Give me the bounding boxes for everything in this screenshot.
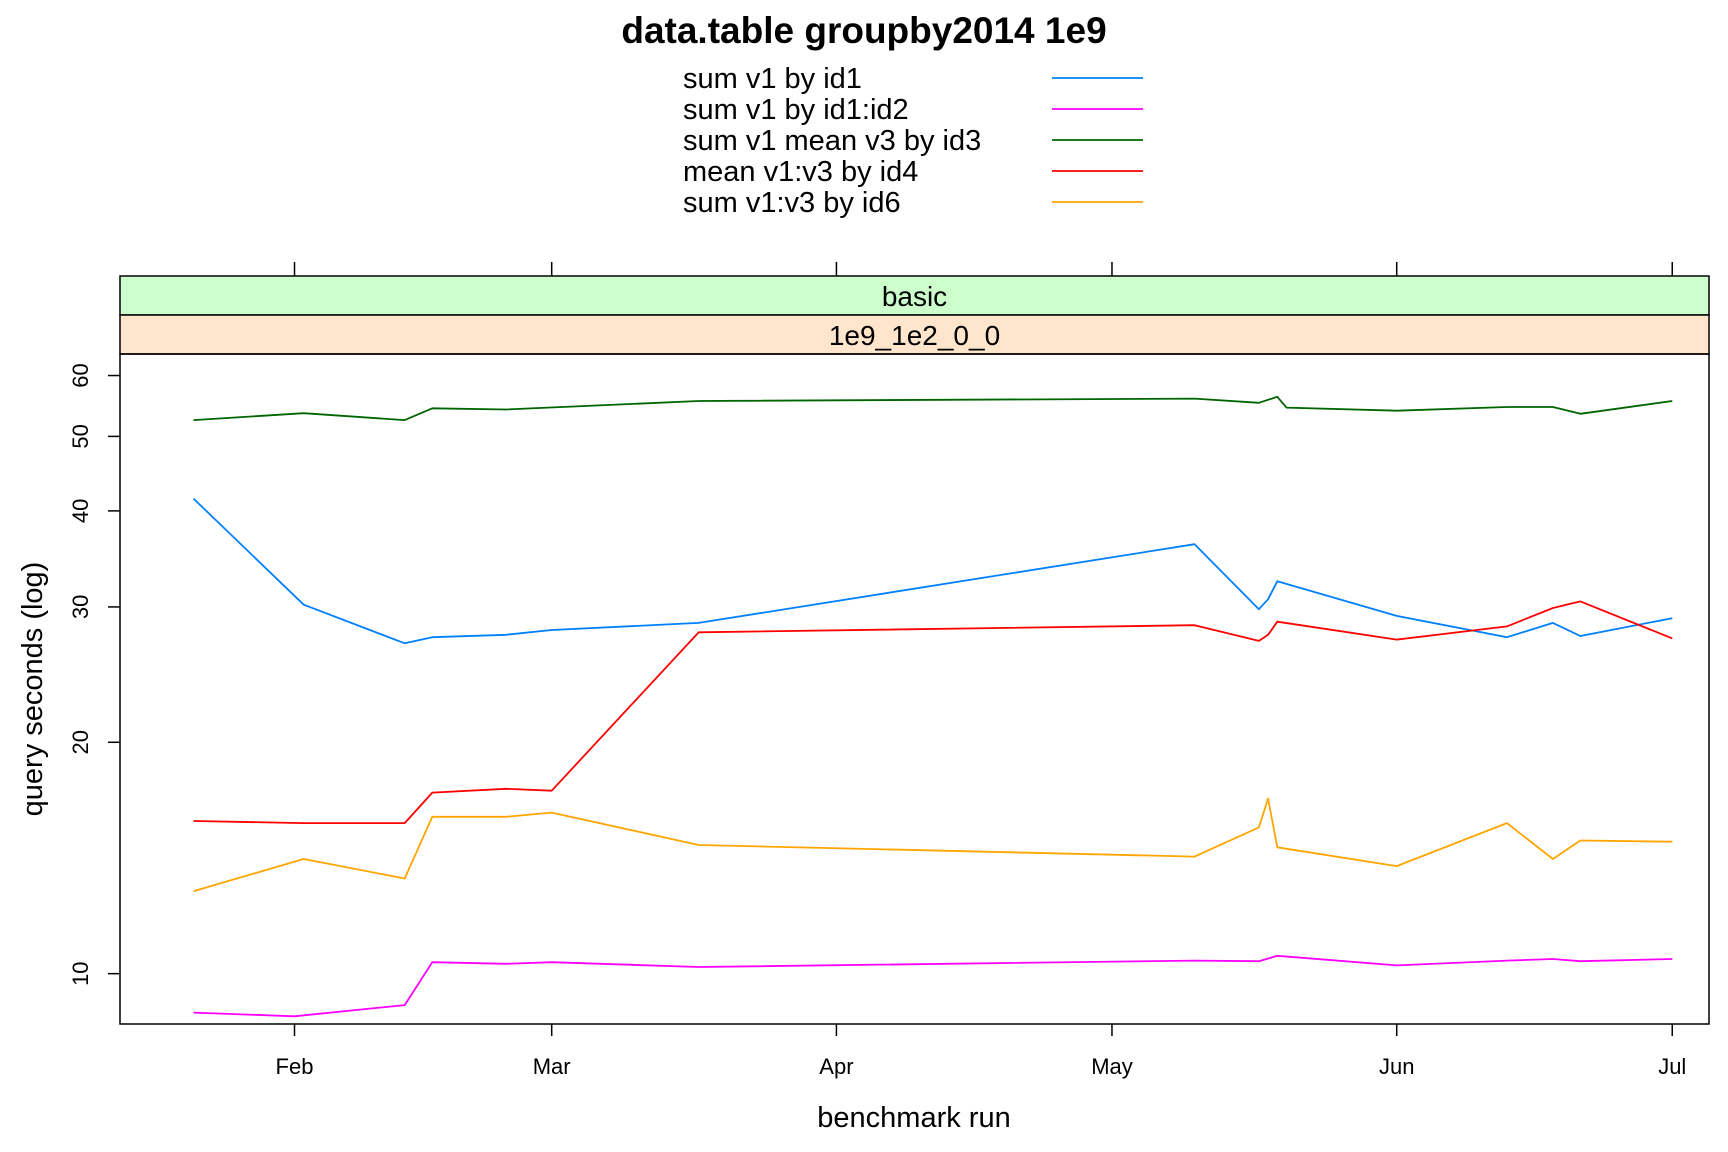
strip-basic-label: basic	[882, 281, 947, 312]
chart-title: data.table groupby2014 1e9	[621, 10, 1106, 51]
x-tick-label-5: Jun	[1379, 1054, 1414, 1079]
series-line-4	[193, 600, 1673, 824]
strip-condition: 1e9_1e2_0_0	[119, 314, 1710, 355]
legend-label-3: sum v1 mean v3 by id3	[683, 125, 981, 157]
x-axis: Feb Mar Apr May Jun Jul	[276, 1024, 1686, 1079]
y-axis: 10 20 30 40 50 60	[68, 363, 120, 986]
series-line-5	[193, 797, 1673, 893]
series-line-2	[193, 954, 1673, 1018]
y-tick-label-2: 20	[68, 730, 93, 754]
x-tick-label-6: Jul	[1658, 1054, 1686, 1079]
x-tick-label-3: Apr	[819, 1054, 853, 1079]
legend-label-5: sum v1:v3 by id6	[683, 187, 901, 219]
strip-condition-label: 1e9_1e2_0_0	[829, 320, 1000, 351]
y-tick-label-1: 10	[68, 961, 93, 985]
strip-condition-background	[119, 314, 1710, 355]
plot-area	[119, 353, 1710, 1025]
y-tick-label-6: 60	[68, 363, 93, 387]
legend-label-4: mean v1:v3 by id4	[683, 156, 918, 188]
strip-basic-background	[119, 275, 1710, 316]
legend-label-1: sum v1 by id1	[683, 63, 862, 95]
y-axis-label: query seconds (log)	[17, 562, 49, 817]
x-tick-label-1: Feb	[276, 1054, 314, 1079]
x-tick-label-4: May	[1091, 1054, 1133, 1079]
top-axis-ticks	[293, 262, 1674, 276]
y-tick-label-5: 50	[68, 424, 93, 448]
x-tick-label-2: Mar	[533, 1054, 571, 1079]
legend-label-2: sum v1 by id1:id2	[683, 94, 909, 126]
strip-basic: basic	[119, 275, 1710, 316]
y-tick-label-4: 40	[68, 499, 93, 523]
series-lines	[192, 395, 1673, 1018]
y-tick-label-3: 30	[68, 595, 93, 619]
series-line-3	[193, 395, 1673, 422]
series-line-1	[192, 497, 1673, 645]
x-axis-label: benchmark run	[817, 1102, 1010, 1134]
